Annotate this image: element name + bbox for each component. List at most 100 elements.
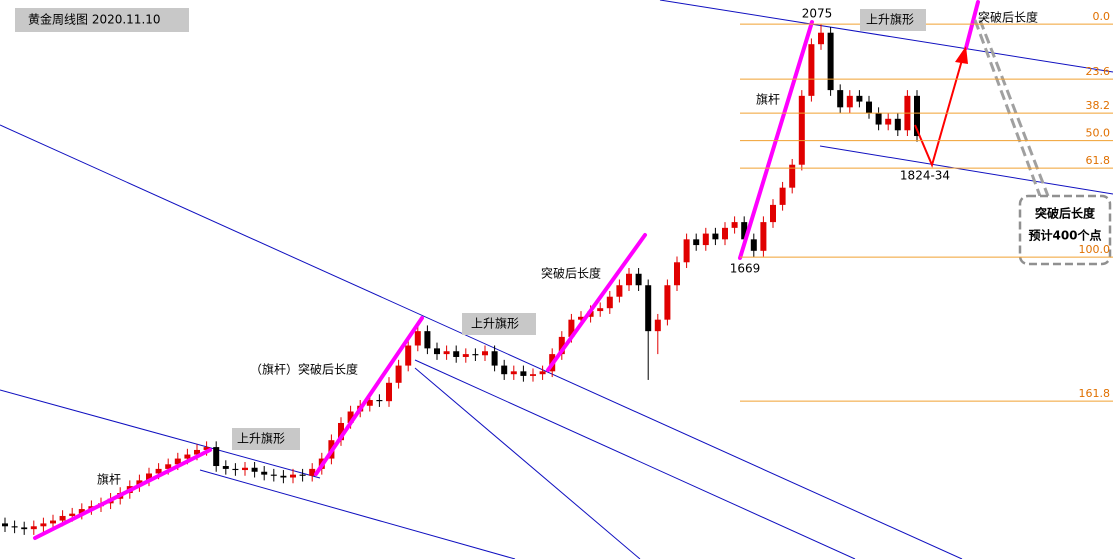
candle-body bbox=[789, 164, 796, 188]
flag-pole bbox=[314, 316, 424, 476]
candle-body bbox=[597, 308, 604, 312]
candle-body bbox=[194, 449, 200, 455]
candle-body bbox=[683, 239, 690, 263]
channel-line bbox=[659, 0, 1113, 73]
candle-body bbox=[213, 447, 220, 467]
candle-body bbox=[626, 273, 632, 286]
candle-body bbox=[251, 467, 258, 472]
candle-body bbox=[21, 527, 28, 530]
candle-body bbox=[702, 233, 709, 246]
candle-body bbox=[750, 239, 757, 251]
candle-body bbox=[501, 365, 508, 375]
candle-body bbox=[779, 187, 786, 205]
candle-body bbox=[59, 515, 66, 521]
annotation: 1824-34 bbox=[900, 169, 950, 183]
title-box bbox=[15, 8, 189, 32]
candle-body bbox=[443, 351, 450, 355]
candle-body bbox=[760, 222, 767, 251]
arrow-head bbox=[955, 46, 968, 64]
annotation: 1669 bbox=[730, 262, 761, 276]
callout-box bbox=[1018, 194, 1112, 266]
flag-pole bbox=[33, 448, 212, 540]
candle-body bbox=[530, 374, 536, 376]
fib-label: 0.0 bbox=[1093, 10, 1111, 23]
candle-body bbox=[846, 95, 853, 108]
candle-body bbox=[856, 95, 863, 102]
candle-body bbox=[510, 371, 517, 375]
flag-pole bbox=[964, 0, 980, 50]
candle-body bbox=[606, 296, 613, 309]
candle-body bbox=[395, 365, 402, 383]
annotation: 旗杆 bbox=[97, 472, 121, 487]
candle-body bbox=[664, 285, 671, 320]
candle-body bbox=[885, 118, 892, 125]
candle-body bbox=[405, 345, 412, 366]
label-box bbox=[860, 9, 926, 31]
callout-text: 突破后长度 bbox=[1035, 206, 1096, 221]
candle-body bbox=[366, 400, 373, 406]
candle-body bbox=[818, 32, 824, 45]
candle-body bbox=[242, 467, 248, 471]
candle-body bbox=[866, 101, 872, 114]
candle-body bbox=[136, 480, 143, 487]
candle-body bbox=[808, 44, 815, 96]
candle-body bbox=[635, 273, 642, 286]
annotation: 2075 bbox=[802, 7, 833, 21]
channel-line bbox=[819, 145, 1113, 195]
annotation: 上升旗形 bbox=[471, 316, 519, 331]
candle-body bbox=[376, 400, 383, 402]
callout-text: 预计400个点 bbox=[1028, 228, 1101, 243]
candle-body bbox=[184, 454, 191, 459]
candle-body bbox=[693, 239, 700, 246]
candle-body bbox=[491, 351, 498, 366]
candle-body bbox=[827, 32, 834, 91]
fib-label: 50.0 bbox=[1086, 127, 1111, 140]
candle-body bbox=[2, 523, 8, 527]
candle-body bbox=[270, 474, 277, 476]
candle-body bbox=[222, 466, 229, 469]
candle-body bbox=[78, 509, 85, 514]
candle-body bbox=[568, 319, 575, 337]
channel-line bbox=[0, 124, 963, 559]
candle-body bbox=[520, 371, 527, 376]
candle-body bbox=[11, 526, 18, 528]
candle-body bbox=[386, 382, 392, 402]
candle-body bbox=[712, 233, 719, 240]
candle-body bbox=[798, 95, 805, 165]
candle-body bbox=[309, 468, 316, 476]
candle-body bbox=[741, 222, 748, 240]
candle-body bbox=[837, 90, 844, 108]
channel-line bbox=[414, 359, 856, 559]
channel-line bbox=[414, 367, 641, 559]
flag-pole bbox=[546, 233, 647, 372]
annotation: （旗杆）突破后长度 bbox=[250, 362, 358, 377]
candle-body bbox=[894, 118, 901, 131]
label-box bbox=[232, 428, 300, 450]
channel-line bbox=[199, 469, 516, 559]
candle-body bbox=[261, 471, 268, 475]
candle-body bbox=[770, 204, 776, 223]
candle-body bbox=[203, 447, 210, 450]
candle-body bbox=[69, 513, 76, 516]
candle-body bbox=[299, 474, 306, 476]
candle-body bbox=[146, 473, 152, 481]
candle-body bbox=[472, 354, 479, 356]
annotation: 突破后长度 bbox=[541, 266, 601, 281]
candle-body bbox=[453, 351, 460, 357]
candle-body bbox=[50, 520, 56, 524]
fib-label: 61.8 bbox=[1086, 154, 1111, 167]
projection-path bbox=[914, 59, 963, 168]
annotation: 上升旗形 bbox=[866, 12, 914, 27]
candle-body bbox=[616, 285, 623, 297]
projection bbox=[914, 19, 1112, 266]
candle-body bbox=[155, 468, 162, 474]
candle-body bbox=[674, 262, 680, 286]
candle-body bbox=[232, 468, 239, 471]
candle-body bbox=[578, 316, 584, 320]
candle-body bbox=[165, 464, 172, 469]
candle-body bbox=[558, 336, 565, 355]
fib-label: 38.2 bbox=[1086, 99, 1111, 112]
fib-label: 161.8 bbox=[1079, 387, 1111, 400]
